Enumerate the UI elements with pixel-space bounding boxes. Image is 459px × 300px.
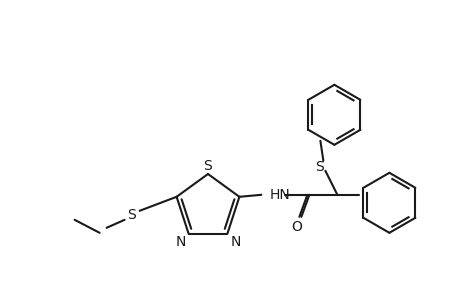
Text: S: S [203,159,212,173]
Text: O: O [290,220,301,234]
Text: S: S [314,160,323,174]
Text: N: N [175,235,185,249]
Text: S: S [127,208,136,222]
Text: HN: HN [269,188,290,202]
Text: N: N [230,235,240,249]
